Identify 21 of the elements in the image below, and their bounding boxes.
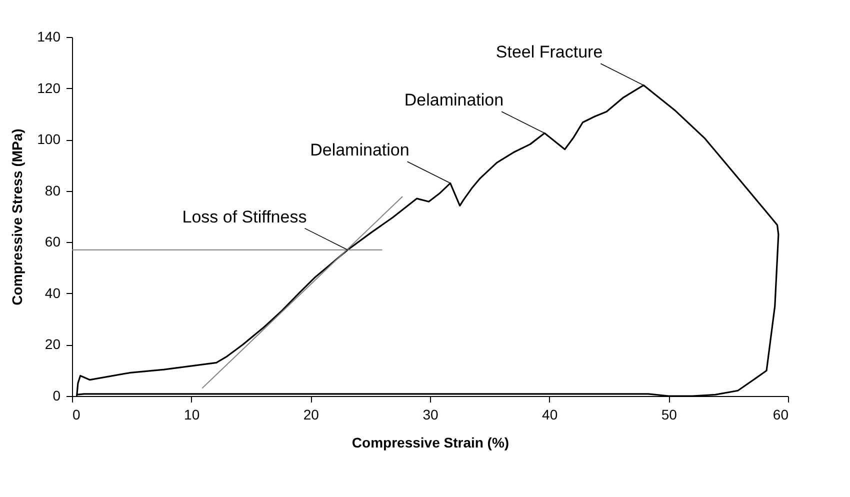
y-tick-label: 80 (44, 182, 61, 198)
x-tick-label: 50 (661, 406, 678, 422)
annotation: Delamination (310, 140, 410, 160)
x-axis-title: Compressive Strain (%) (352, 434, 510, 450)
y-tick-label: 20 (44, 336, 61, 352)
annotation: Loss of Stiffness (182, 207, 307, 226)
annotation: Steel Fracture (496, 42, 603, 62)
y-tick-label: 120 (37, 80, 61, 96)
y-tick-label: 0 (52, 388, 61, 404)
x-tick-label: 30 (422, 406, 438, 422)
annotation: Delamination (404, 90, 504, 110)
x-tick-label: 40 (542, 406, 558, 422)
x-tick-label: 10 (184, 406, 200, 422)
y-axis-title: Compressive Stress (MPa) (9, 128, 26, 306)
x-tick-label: 60 (772, 406, 789, 422)
y-tick-label: 140 (37, 28, 61, 44)
x-tick-label: 20 (303, 406, 320, 422)
y-tick-label: 100 (37, 131, 61, 148)
y-tick-label: 40 (44, 284, 61, 301)
x-tick-label: 0 (72, 406, 80, 422)
y-tick-label: 60 (44, 234, 61, 250)
